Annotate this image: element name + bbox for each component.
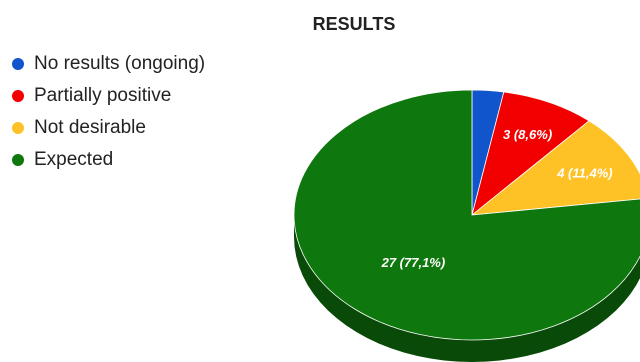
legend: No results (ongoing) Partially positive … (12, 48, 205, 176)
legend-item-partially-positive: Partially positive (12, 80, 205, 112)
pie-side-expected (294, 215, 640, 362)
legend-label-no-results: No results (ongoing) (34, 53, 206, 74)
legend-marker-not-desirable (12, 122, 24, 134)
pie-slice-partially-positive (471, 91, 590, 217)
pie-slice-expected (293, 89, 640, 341)
legend-item-not-desirable: Not desirable (12, 112, 205, 144)
pie-slice-not-desirable (470, 120, 640, 216)
legend-label-not-desirable: Not desirable (34, 117, 146, 138)
legend-marker-partially-positive (12, 90, 24, 102)
legend-label-partially-positive: Partially positive (34, 85, 172, 106)
legend-marker-no-results (12, 58, 24, 70)
legend-item-expected: Expected (12, 144, 205, 176)
pie-data-label-expected: 27 (77,1%) (381, 255, 446, 270)
legend-marker-expected (12, 154, 24, 166)
pie-data-label-not-desirable: 4 (11,4%) (556, 165, 612, 180)
pie-data-label-partially-positive: 3 (8,6%) (503, 127, 552, 142)
legend-item-no-results: No results (ongoing) (12, 48, 205, 80)
chart-title: RESULTS (312, 14, 396, 34)
legend-label-expected: Expected (34, 149, 114, 170)
